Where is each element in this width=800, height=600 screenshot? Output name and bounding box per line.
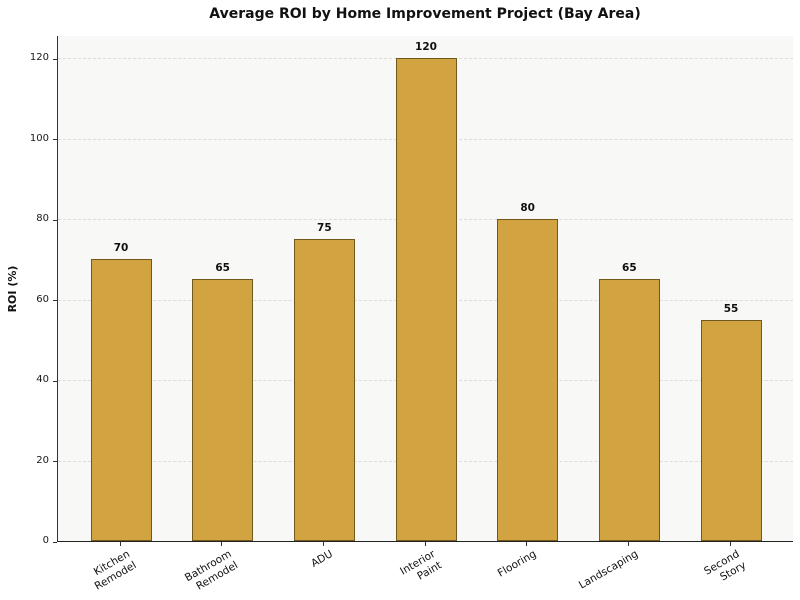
y-tick-label: 120 <box>29 52 49 63</box>
x-tick-label: Bathroom Remodel <box>183 548 240 593</box>
chart-title: Average ROI by Home Improvement Project … <box>209 6 641 22</box>
y-tick-label: 40 <box>36 374 49 385</box>
bar-bathroom-remodel <box>192 279 254 541</box>
y-axis-label: ROI (%) <box>6 265 19 313</box>
y-tick-mark <box>53 380 57 382</box>
bar-value-label: 80 <box>520 202 535 214</box>
x-tick-label: ADU <box>309 548 336 570</box>
x-tick-label: Landscaping <box>577 548 641 592</box>
x-tick-label: Interior Paint <box>397 548 444 583</box>
bar-second-story <box>700 319 762 541</box>
y-tick-mark <box>53 139 57 140</box>
y-tick-label: 60 <box>36 293 49 305</box>
y-tick-label: 100 <box>29 132 49 144</box>
bar-interior-paint <box>395 58 457 541</box>
bar-value-label: 65 <box>215 262 230 275</box>
y-tick-label: 80 <box>36 213 49 224</box>
bar-value-label: 120 <box>415 41 437 53</box>
x-tick-mark <box>627 542 629 546</box>
y-tick-mark <box>53 541 57 543</box>
bar-value-label: 75 <box>317 222 332 235</box>
y-tick-mark <box>53 58 57 60</box>
x-tick-label: Kitchen Remodel <box>91 548 139 593</box>
x-tick-label: Second Story <box>702 548 749 584</box>
y-tick-mark <box>53 300 57 301</box>
bar-value-label: 65 <box>622 262 637 275</box>
x-tick-label: Flooring <box>495 548 539 580</box>
y-tick-label: 0 <box>42 535 49 546</box>
x-tick-mark <box>526 542 528 546</box>
x-tick-mark <box>119 542 121 546</box>
x-tick-mark <box>424 542 426 546</box>
x-tick-mark <box>729 542 731 546</box>
bar-kitchen-remodel <box>90 259 152 541</box>
y-tick-mark <box>53 461 57 462</box>
x-tick-mark <box>221 542 223 546</box>
bar-flooring <box>497 219 559 541</box>
bar-value-label: 55 <box>723 302 739 315</box>
bar-landscaping <box>598 279 660 541</box>
plot-area: 70 65 75 120 80 65 55 <box>57 36 793 542</box>
y-tick-label: 20 <box>36 454 49 466</box>
bar-value-label: 70 <box>113 242 129 255</box>
bar-adu <box>293 239 355 541</box>
y-tick-mark <box>53 219 57 221</box>
x-tick-mark <box>322 542 324 546</box>
